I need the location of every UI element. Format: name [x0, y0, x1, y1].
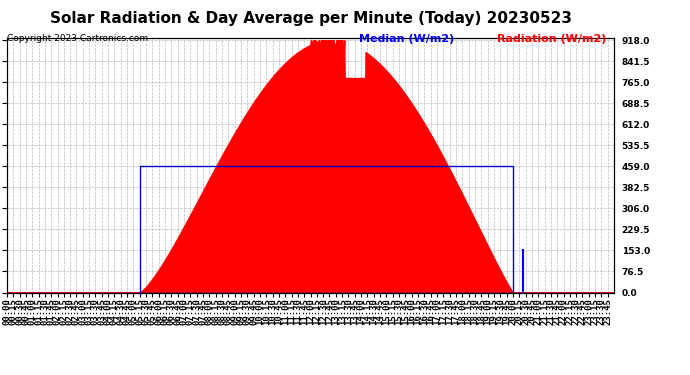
Text: Median (W/m2): Median (W/m2)	[359, 34, 454, 44]
Text: Radiation (W/m2): Radiation (W/m2)	[497, 34, 607, 44]
Bar	[140, 166, 513, 292]
Text: Solar Radiation & Day Average per Minute (Today) 20230523: Solar Radiation & Day Average per Minute…	[50, 11, 571, 26]
Text: Copyright 2023 Cartronics.com: Copyright 2023 Cartronics.com	[7, 34, 148, 43]
